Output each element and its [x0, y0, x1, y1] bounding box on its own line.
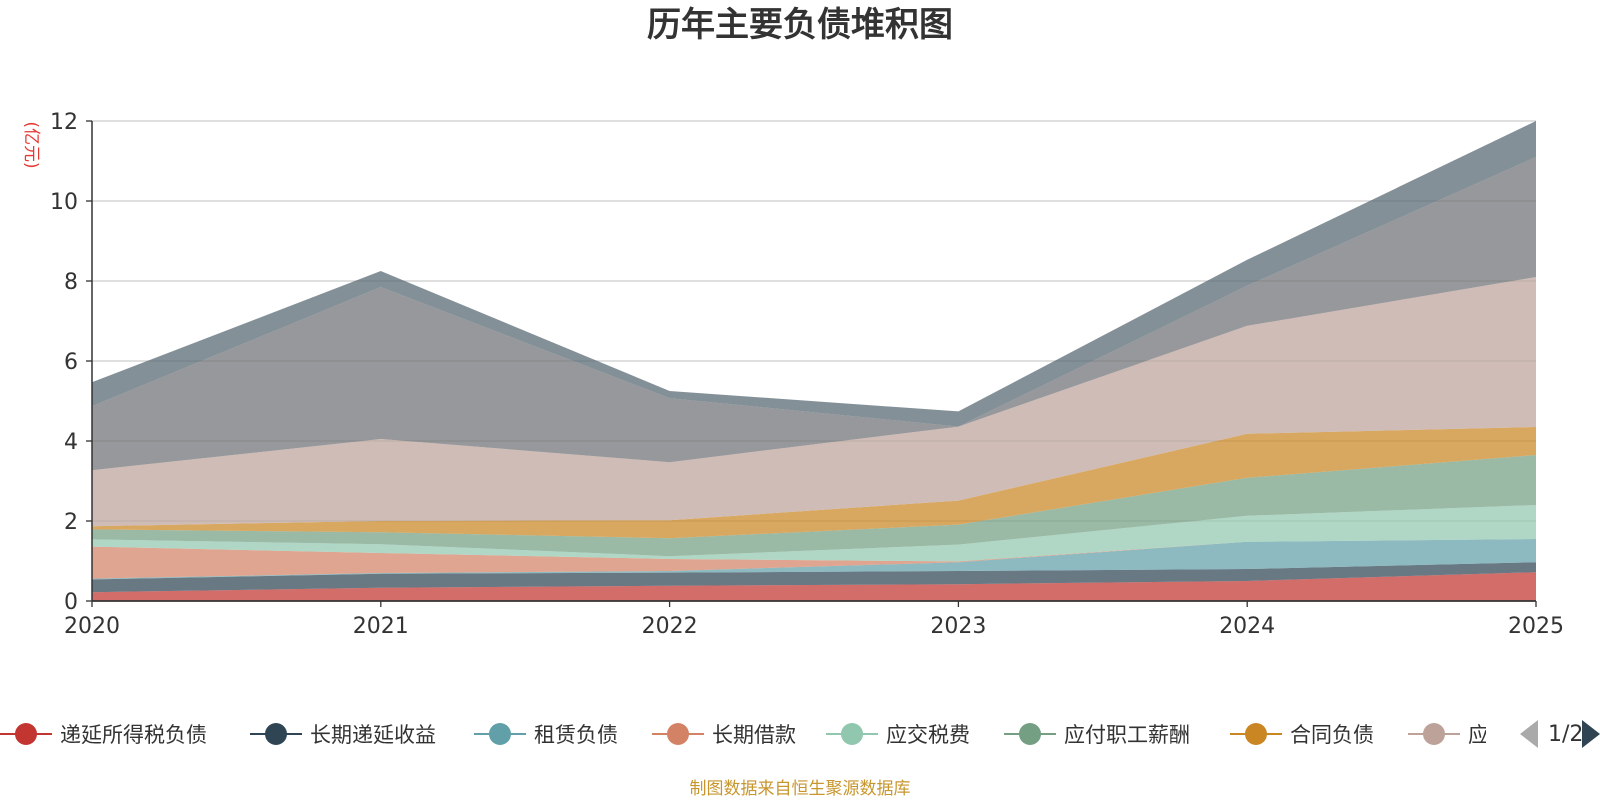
legend-item-label: 递延所得税负债 — [60, 723, 207, 747]
area-series-5 — [92, 505, 1536, 562]
area-series-2 — [92, 562, 1536, 593]
legend[interactable]: 递延所得税负债 长期递延收益 租赁负债 长期借款 应交税费 应付职工薪酬 合同负债 应付账款 — [0, 723, 1552, 747]
chart-title: 历年主要负债堆积图 — [647, 5, 953, 45]
legend-next-page-icon[interactable] — [1582, 720, 1600, 748]
y-tick-label: 0 — [64, 590, 78, 615]
legend-circle-icon — [667, 723, 689, 745]
legend-item-label: 应付职工薪酬 — [1064, 723, 1190, 747]
legend-circle-icon — [15, 723, 37, 745]
y-tick-label: 4 — [64, 430, 78, 455]
axes: 0 2 4 6 8 10 12 2020 2021 2022 2023 2024 2025 — [50, 110, 1564, 639]
y-tick-label: 6 — [64, 350, 78, 375]
area-series-3 — [92, 539, 1536, 580]
legend-item-label: 长期借款 — [712, 723, 796, 747]
legend-prev-page-icon[interactable] — [1520, 720, 1538, 748]
area-series-1 — [92, 572, 1536, 601]
y-tick-label: 2 — [64, 510, 78, 535]
legend-item[interactable]: 长期递延收益 — [250, 723, 436, 747]
legend-circle-icon — [1423, 723, 1445, 745]
y-axis-unit-label: (亿元) — [21, 121, 41, 168]
legend-item-label: 长期递延收益 — [310, 723, 436, 747]
legend-circle-icon — [489, 723, 511, 745]
legend-item-label: 应付账款 — [1468, 723, 1552, 747]
area-series-6 — [92, 455, 1536, 557]
x-tick-label: 2023 — [930, 614, 986, 639]
legend-pager: 1/2 — [1520, 720, 1600, 748]
legend-item[interactable]: 递延所得税负债 — [0, 723, 207, 747]
y-tick-label: 8 — [64, 270, 78, 295]
legend-circle-icon — [841, 723, 863, 745]
legend-item[interactable]: 应付账款 — [1408, 723, 1552, 747]
x-tick-label: 2025 — [1508, 614, 1564, 639]
legend-item-label: 租赁负债 — [534, 723, 618, 747]
legend-item[interactable]: 应交税费 — [826, 723, 970, 747]
legend-item-label: 应交税费 — [886, 723, 970, 747]
legend-circle-icon — [265, 723, 287, 745]
legend-item[interactable]: 合同负债 — [1230, 723, 1374, 747]
legend-circle-icon — [1019, 723, 1041, 745]
legend-item[interactable]: 租赁负债 — [474, 723, 618, 747]
legend-item-label: 合同负债 — [1290, 723, 1374, 747]
legend-item[interactable]: 应付职工薪酬 — [1004, 723, 1190, 747]
y-tick-label: 10 — [50, 190, 78, 215]
x-tick-label: 2024 — [1219, 614, 1275, 639]
legend-circle-icon — [1245, 723, 1267, 745]
area-series-4 — [92, 539, 1536, 579]
y-tick-label: 12 — [50, 110, 78, 135]
area-series-10 — [92, 121, 1536, 427]
area-series-7 — [92, 427, 1536, 539]
x-tick-label: 2021 — [353, 614, 409, 639]
area-series — [92, 121, 1536, 601]
area-series-9 — [92, 157, 1536, 471]
data-source-note: 制图数据来自恒生聚源数据库 — [690, 779, 911, 799]
x-tick-label: 2022 — [642, 614, 698, 639]
x-tick-label: 2020 — [64, 614, 120, 639]
legend-item[interactable]: 长期借款 — [652, 723, 796, 747]
area-series-8 — [92, 277, 1536, 527]
legend-page-indicator: 1/2 — [1548, 722, 1583, 747]
